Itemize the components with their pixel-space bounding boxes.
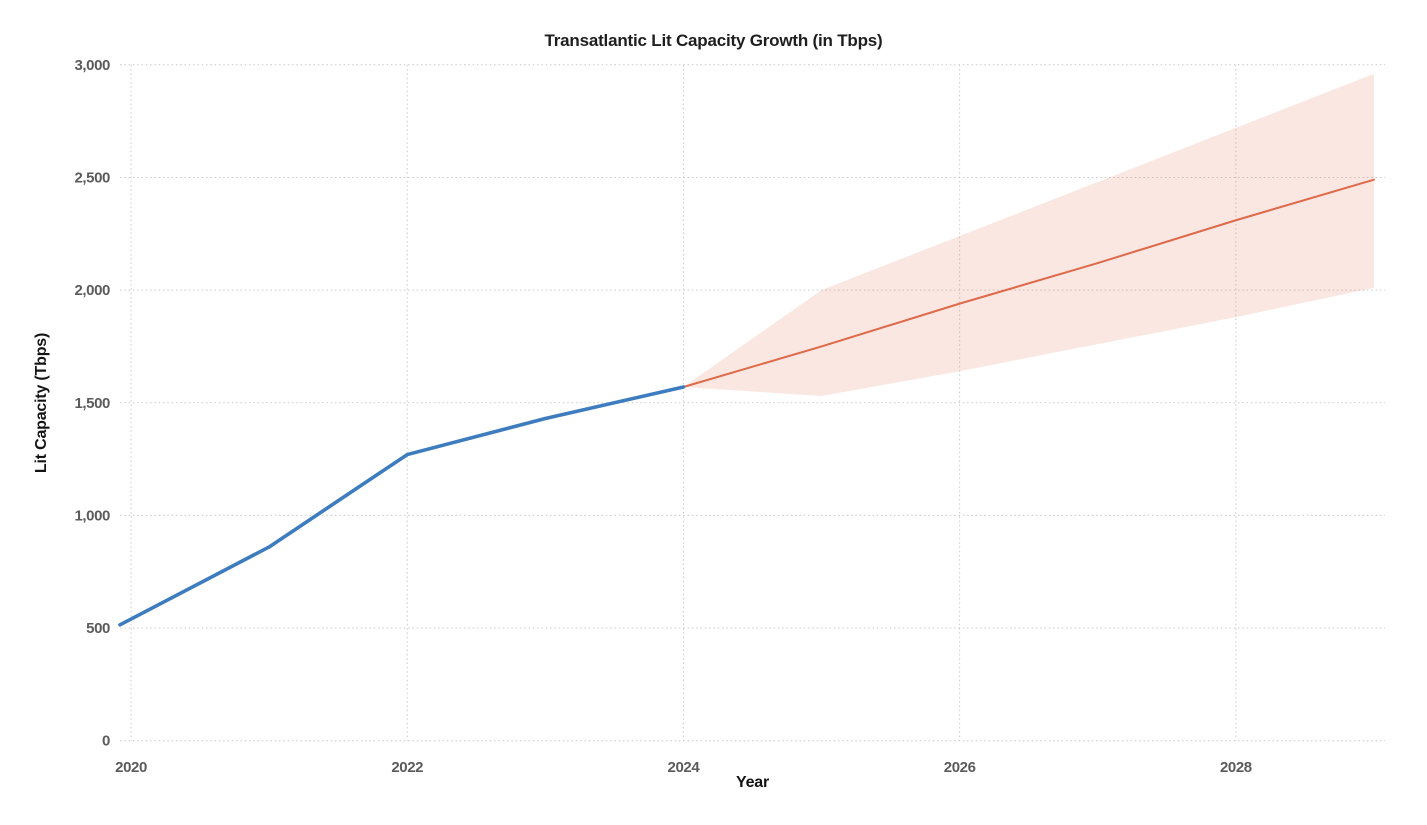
historical-line [118,385,686,627]
y-tick-label: 2,000 [74,282,110,299]
y-axis-title: Lit Capacity (Tbps) [33,332,50,474]
x-tick-label: 2026 [944,759,976,776]
y-tick-label: 1,500 [74,395,110,412]
y-tick-label: 500 [86,620,110,637]
y-tick-label: 3,000 [74,57,110,74]
x-axis-title: Year [735,774,769,791]
x-tick-label: 2024 [668,759,701,776]
forecast-line [682,178,1375,388]
x-tick-label: 2022 [391,759,423,776]
y-tick-label: 1,000 [74,507,110,524]
chart-title: Transatlantic Lit Capacity Growth (in Tb… [544,31,883,50]
y-tick-label: 0 [102,733,110,750]
x-tick-label: 2020 [115,759,147,776]
forecast-confidence-band [683,73,1374,396]
y-tick-label: 2,500 [74,169,110,186]
x-tick-label: 2028 [1220,759,1252,776]
